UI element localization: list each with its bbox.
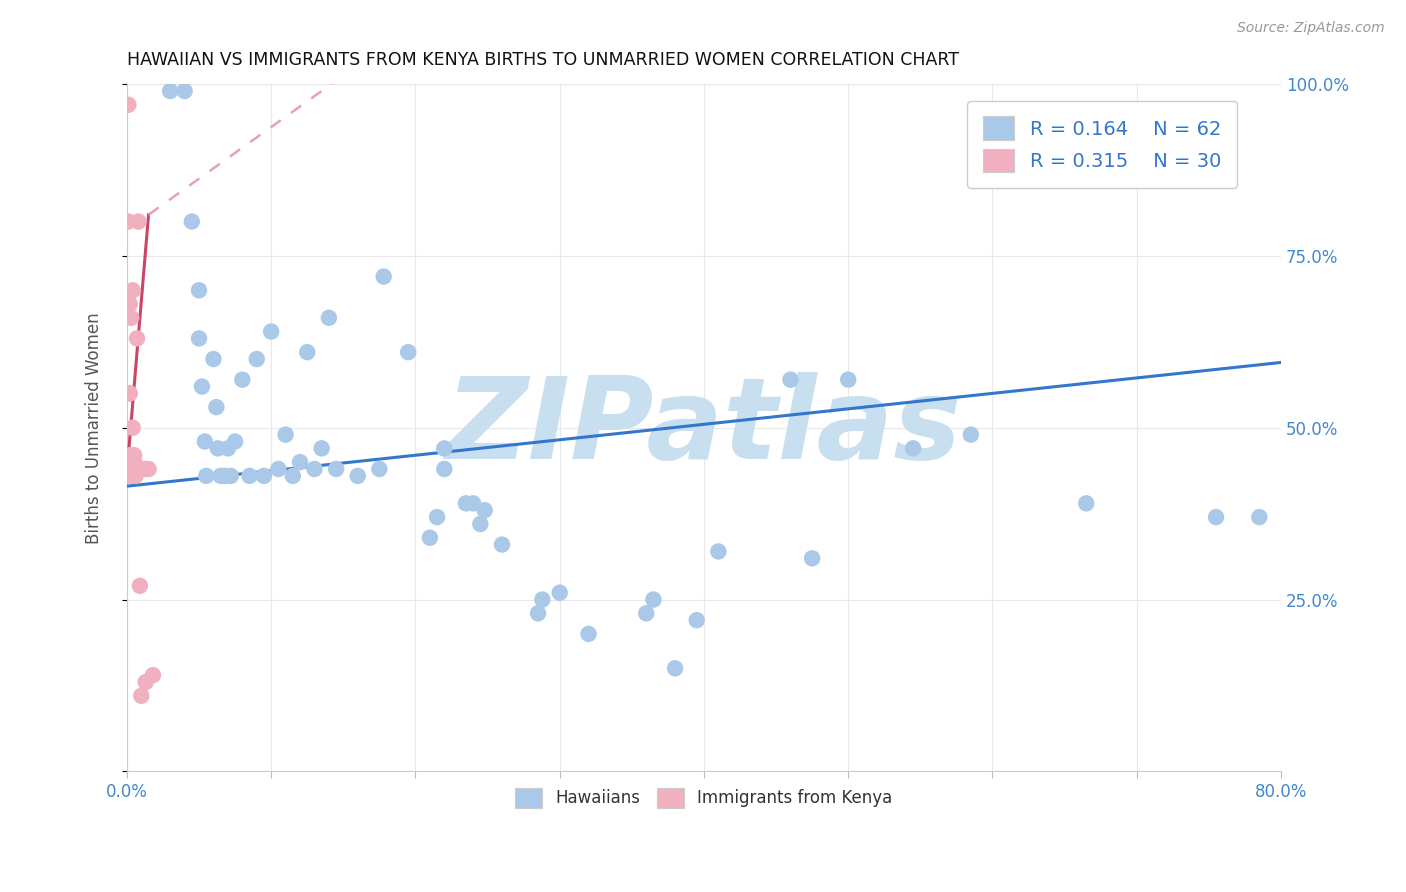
Point: [118, 468, 141, 483]
Point: [124, 462, 146, 476]
Point: [636, 607, 658, 621]
Text: Source: ZipAtlas.com: Source: ZipAtlas.com: [1237, 21, 1385, 35]
Point: [1076, 496, 1098, 510]
Y-axis label: Births to Unmarried Women: Births to Unmarried Women: [86, 312, 103, 543]
Point: [419, 531, 441, 545]
Point: [238, 468, 260, 483]
Point: [120, 310, 142, 325]
Point: [396, 345, 419, 359]
Point: [664, 661, 686, 675]
Point: [117, 468, 139, 483]
Point: [686, 613, 709, 627]
Point: [454, 496, 477, 510]
Text: ZIPatlas: ZIPatlas: [446, 372, 962, 483]
Text: HAWAIIAN VS IMMIGRANTS FROM KENYA BIRTHS TO UNMARRIED WOMEN CORRELATION CHART: HAWAIIAN VS IMMIGRANTS FROM KENYA BIRTHS…: [127, 51, 959, 69]
Point: [959, 427, 981, 442]
Point: [132, 462, 155, 476]
Point: [188, 283, 211, 297]
Point: [707, 544, 730, 558]
Point: [368, 462, 391, 476]
Point: [325, 462, 347, 476]
Point: [138, 462, 160, 476]
Point: [231, 373, 253, 387]
Point: [127, 214, 149, 228]
Point: [837, 373, 859, 387]
Point: [117, 97, 139, 112]
Point: [205, 400, 228, 414]
Point: [120, 468, 142, 483]
Point: [433, 462, 456, 476]
Point: [121, 455, 143, 469]
Point: [134, 462, 156, 476]
Point: [779, 373, 801, 387]
Point: [180, 214, 202, 228]
Point: [122, 462, 145, 476]
Point: [491, 538, 513, 552]
Point: [121, 421, 143, 435]
Legend: Hawaiians, Immigrants from Kenya: Hawaiians, Immigrants from Kenya: [509, 780, 898, 814]
Point: [643, 592, 665, 607]
Point: [288, 455, 311, 469]
Point: [117, 386, 139, 401]
Point: [118, 386, 141, 401]
Point: [120, 462, 142, 476]
Point: [122, 455, 145, 469]
Point: [578, 627, 600, 641]
Point: [202, 351, 225, 366]
Point: [117, 214, 139, 228]
Point: [253, 468, 276, 483]
Point: [474, 503, 496, 517]
Point: [122, 448, 145, 462]
Point: [433, 442, 456, 456]
Point: [122, 466, 145, 480]
Point: [531, 592, 554, 607]
Point: [118, 468, 141, 483]
Point: [346, 468, 368, 483]
Point: [548, 585, 571, 599]
Point: [1205, 510, 1227, 524]
Point: [311, 442, 333, 456]
Point: [1249, 510, 1271, 524]
Point: [901, 442, 924, 456]
Point: [274, 427, 297, 442]
Point: [188, 331, 211, 345]
Point: [131, 689, 153, 703]
Point: [463, 496, 485, 510]
Point: [121, 283, 143, 297]
Point: [173, 84, 195, 98]
Point: [224, 434, 246, 449]
Point: [124, 468, 146, 483]
Point: [195, 468, 218, 483]
Point: [217, 442, 239, 456]
Point: [209, 468, 232, 483]
Point: [260, 325, 283, 339]
Point: [159, 84, 181, 98]
Point: [527, 607, 550, 621]
Point: [426, 510, 449, 524]
Point: [135, 675, 157, 690]
Point: [318, 310, 340, 325]
Point: [246, 351, 269, 366]
Point: [120, 468, 142, 483]
Point: [118, 297, 141, 311]
Point: [125, 331, 148, 345]
Point: [194, 434, 217, 449]
Point: [297, 345, 319, 359]
Point: [214, 468, 236, 483]
Point: [1002, 166, 1025, 180]
Point: [304, 462, 326, 476]
Point: [267, 462, 290, 476]
Point: [219, 468, 242, 483]
Point: [191, 379, 214, 393]
Point: [281, 468, 304, 483]
Point: [801, 551, 824, 566]
Point: [128, 579, 150, 593]
Point: [470, 516, 492, 531]
Point: [142, 668, 165, 682]
Point: [373, 269, 395, 284]
Point: [118, 448, 141, 462]
Point: [207, 442, 229, 456]
